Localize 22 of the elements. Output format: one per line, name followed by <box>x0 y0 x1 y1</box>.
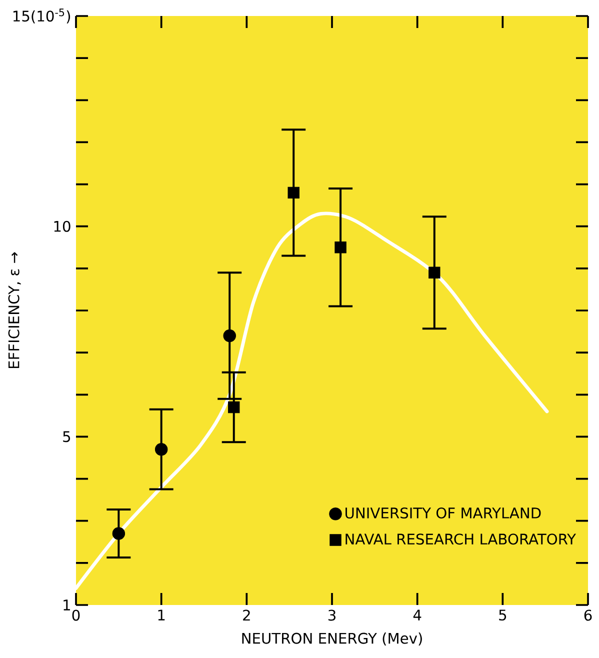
x-tick-label: 5 <box>499 610 506 621</box>
x-tick-label: 2 <box>243 610 250 621</box>
y-tick-label: 1 <box>64 600 70 610</box>
point <box>223 329 236 342</box>
x-tick-label: 3 <box>328 610 336 621</box>
legend-label: UNIVERSITY OF MARYLAND <box>346 507 541 519</box>
point <box>428 266 440 278</box>
point <box>334 242 346 254</box>
y-tick-label: 10 <box>54 220 70 232</box>
point <box>112 527 126 540</box>
y-tick-label: 15(10$^{-5}$) <box>13 8 70 24</box>
x-tick-label: 6 <box>584 610 592 621</box>
x-tick-label: 4 <box>413 610 422 620</box>
y-tick-label: 5 <box>63 431 70 442</box>
x-axis-title: NEUTRON ENERGY (Mev) <box>242 632 422 646</box>
point <box>288 186 300 199</box>
point <box>228 401 240 414</box>
point <box>154 442 168 456</box>
legend-label: NAVAL RESEARCH LABORATORY <box>346 534 576 545</box>
y-axis-title: EFFICIENCY, ε → <box>8 252 21 368</box>
x-tick-label: 1 <box>158 610 165 620</box>
x-tick-label: 0 <box>72 610 80 621</box>
